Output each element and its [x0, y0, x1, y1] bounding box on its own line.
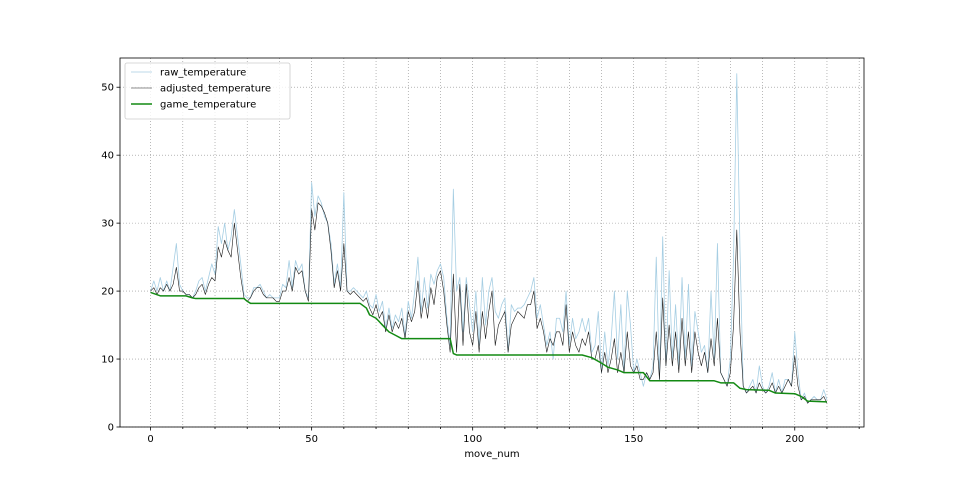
legend-label: adjusted_temperature: [160, 84, 271, 95]
x-tick-label: 100: [463, 434, 482, 445]
plot-frame: [119, 57, 865, 428]
x-tick-label: 150: [624, 434, 643, 445]
series-line-raw-temperature: [150, 73, 828, 404]
legend: raw_temperature adjusted_temperature game_…: [124, 62, 291, 120]
series-layer: [150, 73, 828, 404]
series-line-game-temperature: [150, 291, 827, 403]
series-line-adjusted-temperature: [150, 202, 828, 404]
x-tick-label: 50: [305, 434, 318, 445]
y-tick-label: 30: [101, 219, 114, 230]
x-tick-label: 0: [147, 434, 153, 445]
legend-label: game_temperature: [160, 100, 256, 111]
x-tick-label: 200: [785, 434, 804, 445]
y-tick-label: 20: [101, 287, 114, 298]
y-tick-label: 0: [108, 423, 114, 434]
ticks: 0 50 100 150 200 0 10 20 30 40 50: [101, 83, 860, 445]
y-tick-label: 10: [101, 355, 114, 366]
x-axis-label: move_num: [464, 449, 519, 460]
legend-label: raw_temperature: [160, 68, 246, 79]
y-tick-label: 40: [101, 151, 114, 162]
y-tick-label: 50: [101, 83, 114, 94]
legend-box: [124, 62, 291, 120]
